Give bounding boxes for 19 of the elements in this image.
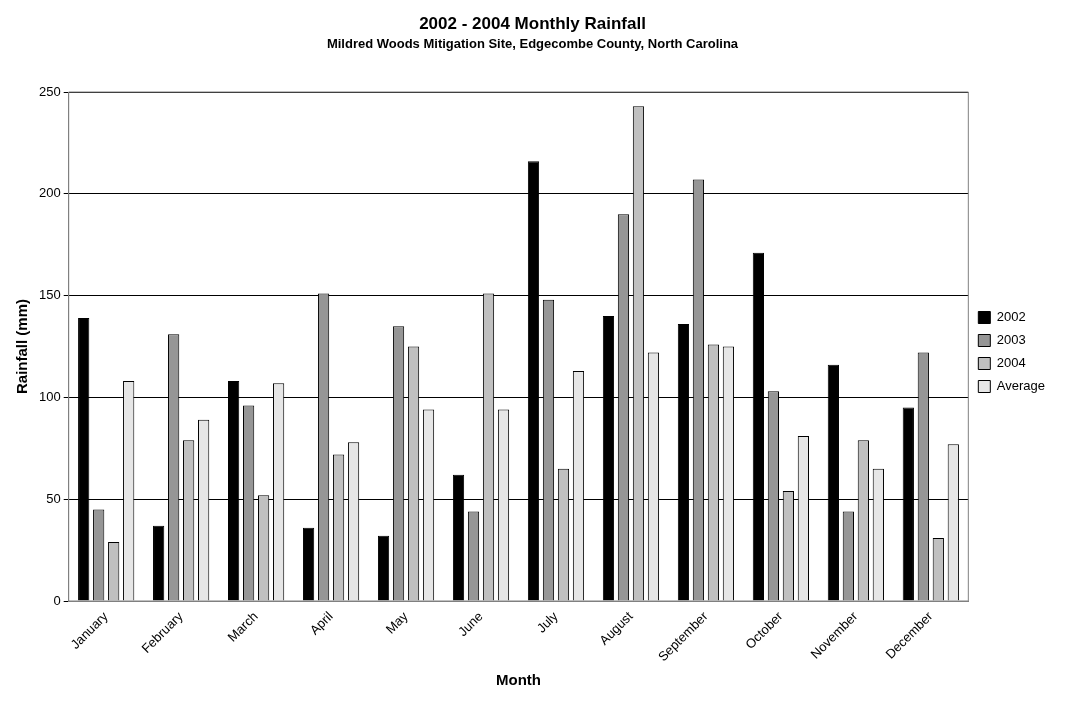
bar [153, 525, 165, 601]
x-tick-label: May [382, 608, 412, 637]
bar [377, 535, 390, 601]
legend-label: Average [996, 378, 1045, 394]
x-axis-title: Month [496, 671, 541, 689]
y-tick-label: 50 [46, 490, 61, 506]
y-tick-label: 250 [38, 83, 61, 99]
legend-label: 2002 [996, 309, 1026, 325]
y-tick-label: 100 [38, 388, 61, 404]
chart-title: 2002 - 2004 Monthly Rainfall [419, 13, 646, 33]
legend-label: 2003 [996, 332, 1026, 348]
bar [302, 527, 315, 601]
legend-label: 2004 [996, 355, 1026, 371]
chart-subtitle: Mildred Woods Mitigation Site, Edgecombe County, North Carolina [326, 35, 739, 51]
y-tick-label: 0 [53, 592, 61, 608]
y-axis-title: Rainfall (mm) [13, 298, 31, 395]
y-tick-label: 200 [38, 185, 61, 201]
y-tick-label: 150 [38, 287, 61, 303]
x-tick-label: July [533, 608, 561, 636]
